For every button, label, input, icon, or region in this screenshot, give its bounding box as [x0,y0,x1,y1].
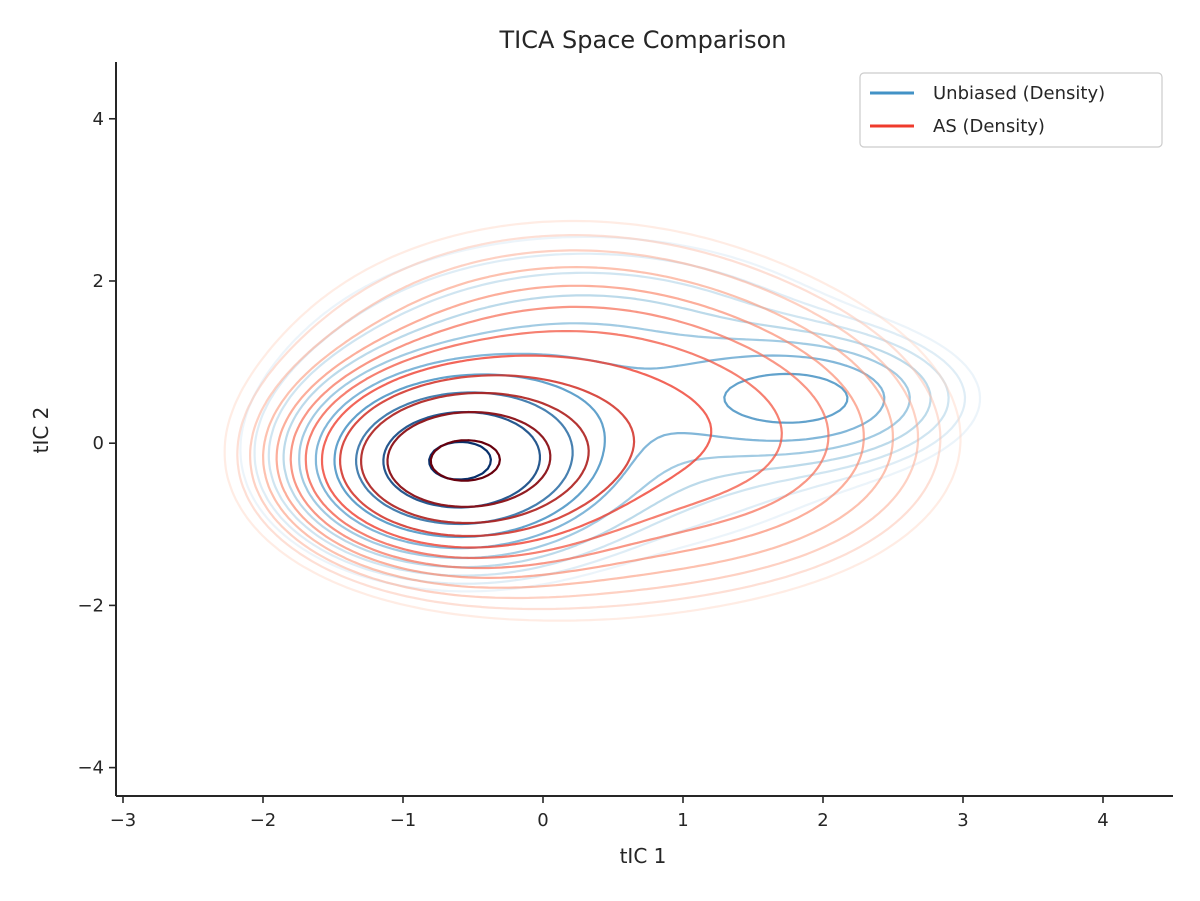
contour-line [386,411,552,508]
chart-title: TICA Space Comparison [498,26,786,54]
contour-line [282,294,932,569]
legend-label-unbiased: Unbiased (Density) [933,83,1105,104]
contour-layer [223,219,982,622]
legend-label-as: AS (Density) [933,116,1045,137]
x-tick-label: 2 [817,810,828,831]
ticks: −3 −2 −1 0 1 2 3 4 −4 −2 0 2 4 [77,109,1108,831]
contour-series-0 [239,235,982,593]
y-tick-label: −2 [77,595,104,616]
x-tick-label: 0 [537,810,548,831]
contour-line [429,439,501,482]
y-tick-label: 4 [93,109,104,130]
contour-line [339,374,636,538]
x-tick-label: 1 [677,810,688,831]
y-tick-label: 0 [93,433,104,454]
contour-series-1 [223,219,962,622]
contour-line [223,219,962,622]
x-tick-label: 3 [957,810,968,831]
x-tick-label: 4 [1097,810,1108,831]
contour-line [275,284,865,579]
contour-line [249,249,920,600]
contour-line [236,234,942,611]
y-tick-label: −4 [77,758,104,779]
contour-line [360,391,590,525]
contour-line [304,330,783,560]
legend-box [859,72,1163,148]
x-tick-label: −1 [390,810,417,831]
x-tick-label: −2 [250,810,277,831]
legend: Unbiased (Density) AS (Density) [859,72,1163,148]
x-tick-label: −3 [110,810,137,831]
contour-line [239,235,982,593]
contour-line [320,354,713,549]
axes [115,62,1173,797]
y-axis-label: tIC 2 [29,407,53,454]
contour-line [382,410,541,509]
contour-line [289,305,830,570]
x-axis-label: tIC 1 [620,844,667,868]
contour-line [262,266,894,589]
y-tick-label: 2 [93,271,104,292]
